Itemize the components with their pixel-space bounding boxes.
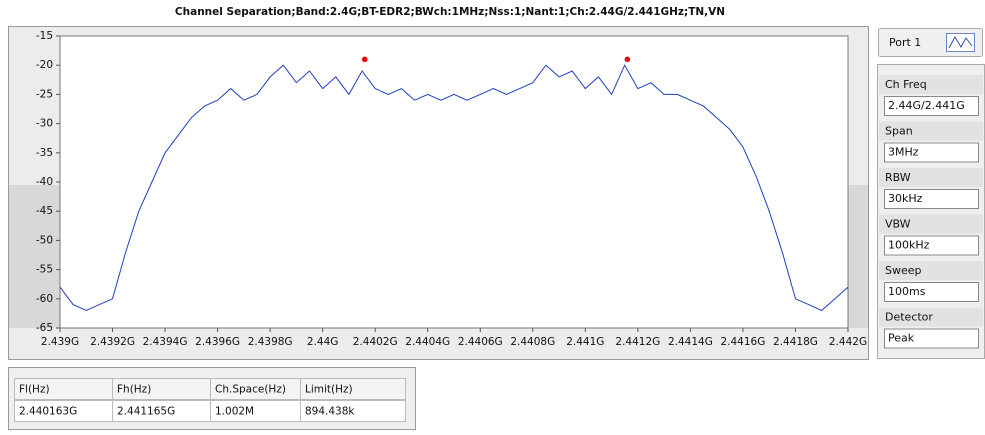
- setting-label-bg: [879, 75, 983, 94]
- setting-label-bg: [879, 121, 983, 141]
- table-cell: [300, 400, 406, 422]
- frame-shade: [848, 185, 868, 328]
- table-cell-text: 2.440163G: [19, 406, 77, 418]
- setting-label: Detector: [885, 311, 933, 324]
- y-tick-label: -50: [36, 234, 53, 246]
- setting-field[interactable]: [884, 96, 979, 116]
- table-cell-text: 894.438k: [305, 406, 355, 418]
- x-tick-label: 2.4404G: [405, 336, 450, 348]
- setting-label: Sweep: [885, 264, 922, 277]
- setting-label-bg: [879, 168, 983, 187]
- table-header-text: Fl(Hz): [19, 384, 50, 396]
- setting-label: Ch Freq: [885, 78, 927, 91]
- y-tick-label: -15: [36, 30, 53, 42]
- y-tick-label: -25: [36, 88, 53, 100]
- port-label: Port 1: [889, 36, 921, 49]
- table-header-text: Fh(Hz): [117, 384, 151, 396]
- y-tick-label: -45: [36, 205, 53, 217]
- setting-label: Span: [885, 125, 913, 138]
- table-cell-text: 2.441165G: [117, 406, 175, 418]
- x-tick-label: 2.4406G: [458, 336, 503, 348]
- setting-label: VBW: [885, 218, 911, 231]
- setting-value: 100kHz: [888, 239, 930, 252]
- table-header-text: Ch.Space(Hz): [215, 384, 286, 396]
- x-tick-label: 2.4398G: [248, 336, 293, 348]
- port-icon: [946, 33, 975, 52]
- x-tick-label: 2.4392G: [90, 336, 135, 348]
- setting-value: 30kHz: [888, 192, 923, 205]
- x-tick-label: 2.441G: [566, 336, 604, 348]
- x-tick-label: 2.439G: [41, 336, 79, 348]
- port-icon-wave: [948, 35, 973, 49]
- y-tick-label: -40: [36, 176, 53, 188]
- setting-label-bg: [879, 261, 983, 280]
- setting-value: Peak: [888, 332, 915, 345]
- setting-field[interactable]: [884, 235, 979, 256]
- x-tick-label: 2.442G: [829, 336, 867, 348]
- y-tick-label: -55: [36, 264, 53, 276]
- table-header-text: Limit(Hz): [305, 384, 353, 396]
- setting-value: 2.44G/2.441G: [888, 99, 965, 112]
- setting-field[interactable]: [884, 328, 979, 349]
- table-cell-text: 1.002M: [215, 406, 254, 418]
- setting-field[interactable]: [884, 189, 979, 209]
- frame-shade: [9, 185, 60, 328]
- x-tick-label: 2.44G: [307, 336, 339, 348]
- x-tick-label: 2.4394G: [143, 336, 188, 348]
- x-tick-label: 2.4396G: [195, 336, 240, 348]
- plot: -15 -20 -25 -30 -35 -40 -45 -50 -55 -60 -65 2.439G 2…: [36, 30, 867, 348]
- x-tick-label: 2.4408G: [510, 336, 555, 348]
- table-header-cell: [300, 378, 406, 400]
- y-tick-label: -30: [36, 118, 53, 130]
- y-tick-label: -60: [36, 293, 53, 305]
- y-tick-label: -20: [36, 59, 53, 71]
- setting-field[interactable]: [884, 142, 979, 163]
- x-tick-label: 2.4416G: [720, 336, 765, 348]
- setting-label-bg: [879, 307, 983, 327]
- x-tick-label: 2.4402G: [353, 336, 398, 348]
- y-tick-label: -35: [36, 147, 53, 159]
- chart-title: Channel Separation;Band:2.4G;BT-EDR2;BWc…: [175, 6, 725, 18]
- settings: Ch Freq 2.44G/2.441G Span 3MHz RBW 30kHz VBW 10…: [879, 75, 983, 349]
- setting-label-bg: [879, 214, 983, 234]
- x-tick-label: 2.4418G: [773, 336, 818, 348]
- setting-label: RBW: [885, 171, 911, 184]
- plot-area: [59, 35, 849, 329]
- x-tick-label: 2.4414G: [668, 336, 713, 348]
- setting-value: 100ms: [888, 285, 926, 298]
- setting-field[interactable]: [884, 282, 979, 302]
- x-tick-label: 2.4412G: [615, 336, 660, 348]
- spectrum-trace: [59, 64, 849, 312]
- setting-value: 3MHz: [888, 146, 919, 159]
- result-table: Fl(Hz) Fh(Hz) Ch.Space(Hz) Limit(Hz) 2.44016…: [14, 378, 406, 422]
- peak-marker: [624, 56, 631, 63]
- y-tick-label: -65: [36, 322, 53, 334]
- peak-marker: [361, 56, 368, 63]
